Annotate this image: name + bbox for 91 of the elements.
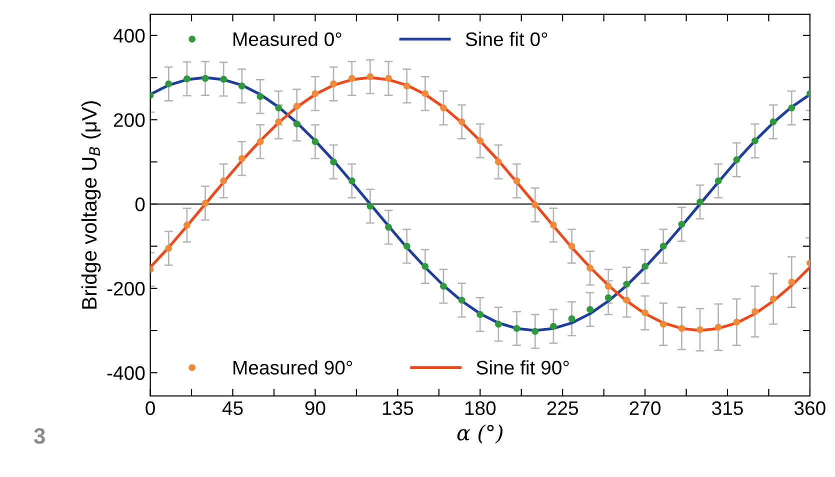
x-tick-label: 360 [794,401,826,416]
point [642,309,649,316]
point [586,306,594,313]
point [440,104,447,112]
point [568,242,576,250]
point [165,80,172,88]
legend-label: Sine fit 0° [466,32,548,46]
point [494,320,502,328]
legend-label: Sine fit 90° [476,360,569,375]
point [385,74,392,82]
point [458,296,466,304]
point [202,74,209,82]
point [714,177,722,184]
y-tick-label: -200 [107,282,145,296]
point [568,315,576,322]
point [366,73,374,80]
x-tick-label: 180 [465,401,496,416]
point [623,296,630,304]
y-axis-title: Bridge voltage U$_{B}$ (μV) [81,101,101,309]
point [458,118,466,126]
point [550,322,557,330]
point [696,326,704,334]
point [403,242,410,250]
point [312,90,319,98]
point [752,137,758,144]
point [714,324,722,331]
point [183,222,190,229]
point [403,82,410,90]
point [422,90,429,98]
point [770,295,777,302]
point [220,177,228,184]
point [293,120,300,128]
point [696,198,704,206]
point [330,80,338,88]
x-tick-label: 135 [382,401,414,416]
point [660,242,667,250]
point [513,324,520,332]
legend-label: Measured 90° [234,360,352,375]
point [770,118,777,126]
point [348,74,356,82]
x-tick-label: 0 [146,401,155,416]
x-axis-title: α (°) [457,424,502,444]
point [752,308,758,316]
point [678,220,686,228]
y-tick-label: -400 [107,366,145,380]
y-tick-label: 400 [113,28,145,43]
point [623,280,630,288]
point [202,200,209,207]
legend-label: Measured 0° [234,32,342,46]
point [275,118,282,126]
point [532,201,539,208]
point [586,264,594,272]
point [476,311,484,318]
y-tick-label: 200 [114,113,145,127]
point [238,82,246,90]
point [788,278,796,286]
point [165,244,172,252]
x-tick-label: 270 [630,401,660,416]
text: 3 [34,428,45,444]
point [678,324,686,332]
x-tick-label: 90 [305,401,326,416]
point [440,282,447,290]
point [256,138,264,146]
point [550,222,557,229]
point [220,76,228,83]
point [330,158,338,166]
point [733,156,740,164]
point [422,262,429,270]
point [494,158,502,166]
point [385,224,392,231]
point [733,318,740,326]
point [604,294,612,302]
x-tick-label: 225 [547,401,578,416]
x-tick-label: 315 [712,401,743,416]
y-tick-label: 0 [135,198,145,212]
point [604,282,612,290]
point [293,102,300,110]
point [660,320,667,328]
point [256,93,264,100]
point [642,262,649,270]
point [476,137,484,144]
point [788,104,796,112]
x-tick-label: 45 [222,401,243,416]
point [366,202,374,210]
point [238,155,246,162]
point [348,177,356,184]
point [532,328,539,335]
point [312,138,319,146]
point [275,104,282,112]
point [513,177,520,184]
point [183,75,190,82]
